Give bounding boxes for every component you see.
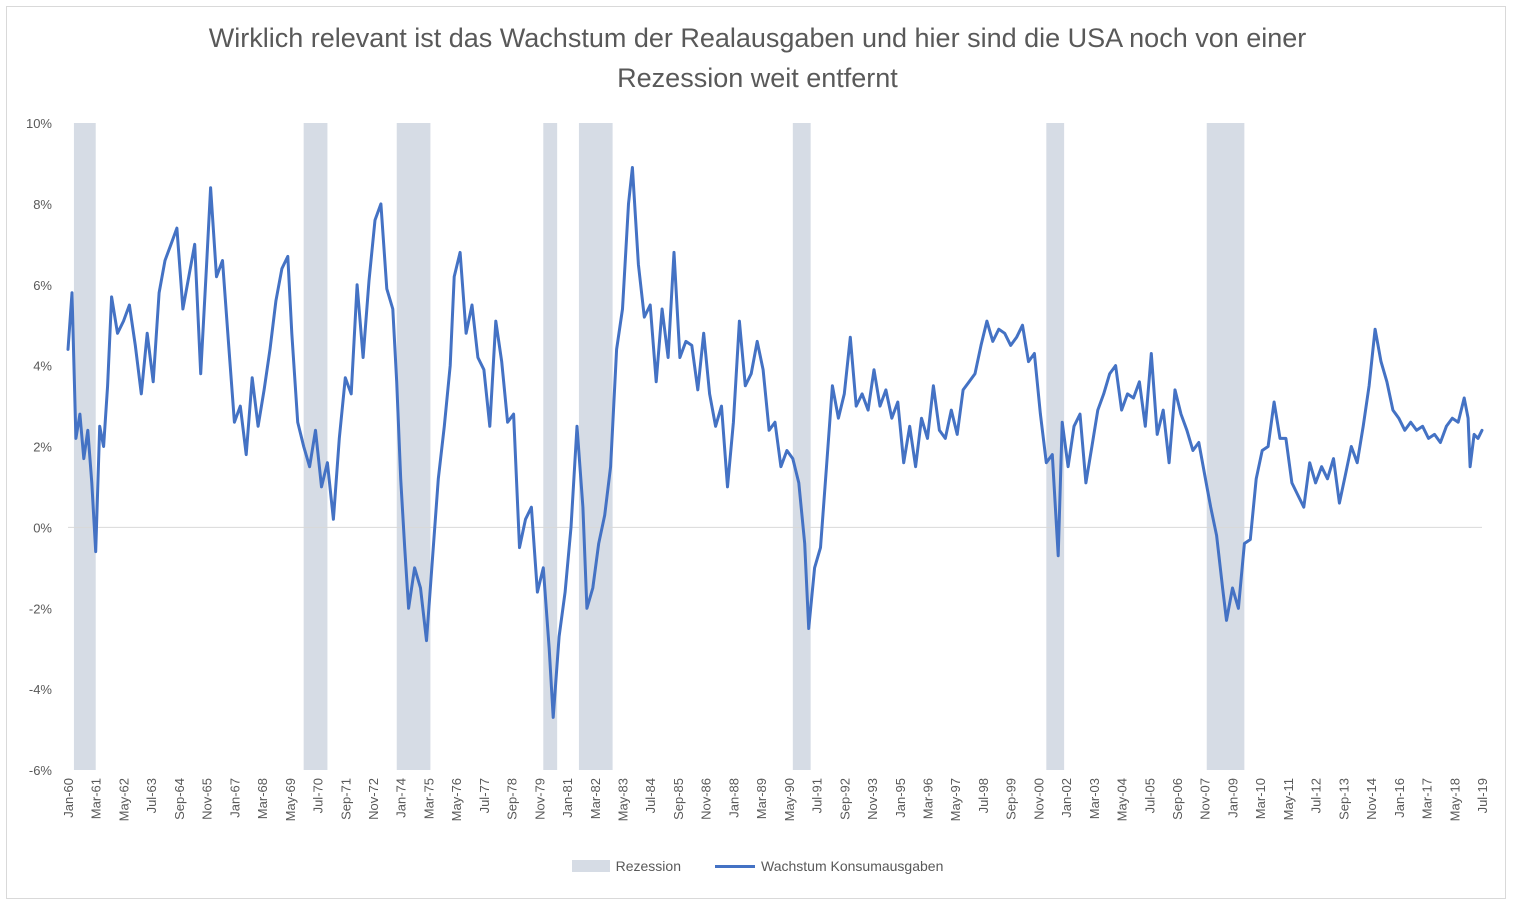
recession-band: [578, 123, 613, 770]
x-tick-label: May-97: [948, 778, 963, 821]
x-tick-label: Mar-75: [421, 778, 436, 819]
x-tick-label: Jan-16: [1392, 778, 1407, 818]
x-tick-label: Jul-98: [976, 778, 991, 813]
x-tick-label: May-18: [1447, 778, 1462, 821]
x-tick-label: Sep-99: [1004, 778, 1019, 820]
x-tick-label: Jan-09: [1225, 778, 1240, 818]
x-tick-label: Jan-02: [1059, 778, 1074, 818]
x-tick-label: May-69: [283, 778, 298, 821]
x-tick-label: Jul-05: [1142, 778, 1157, 813]
legend-swatch-consumption-growth: [715, 864, 755, 868]
x-tick-label: Nov-72: [366, 778, 381, 820]
x-tick-label: Nov-79: [532, 778, 547, 820]
x-tick-label: Jul-63: [144, 778, 159, 813]
x-tick-label: Jul-77: [477, 778, 492, 813]
x-tick-label: Mar-61: [89, 778, 104, 819]
x-tick-label: Jan-95: [893, 778, 908, 818]
x-tick-label: Nov-86: [699, 778, 714, 820]
x-tick-label: Mar-10: [1253, 778, 1268, 819]
x-tick-label: Mar-17: [1420, 778, 1435, 819]
recession-band: [1046, 123, 1065, 770]
x-tick-label: May-62: [116, 778, 131, 821]
x-tick-label: Mar-96: [920, 778, 935, 819]
x-tick-label: Sep-85: [671, 778, 686, 820]
x-tick-label: May-11: [1281, 778, 1296, 820]
chart-title-line-1: Wirklich relevant ist das Wachstum der R…: [208, 23, 1307, 53]
x-tick-label: Nov-00: [1031, 778, 1046, 820]
x-tick-label: Nov-93: [865, 778, 880, 820]
x-tick-label: Jan-67: [227, 778, 242, 818]
x-tick-label: Jul-70: [311, 778, 326, 813]
x-tick-label: Sep-71: [338, 778, 353, 820]
x-tick-label: Jan-81: [560, 778, 575, 818]
x-tick-label: Jul-91: [810, 778, 825, 813]
legend-label-recession: Rezession: [615, 858, 681, 874]
y-tick-label: -6%: [29, 763, 53, 778]
recession-band: [303, 123, 328, 770]
x-tick-label: Jan-88: [726, 778, 741, 818]
x-tick-label: May-90: [782, 778, 797, 821]
legend-swatch-recession: [571, 860, 610, 872]
legend-item-consumption-growth: Wachstum Konsumausgaben: [715, 858, 943, 874]
x-tick-label: Mar-03: [1087, 778, 1102, 819]
x-tick-label: Jul-84: [643, 778, 658, 813]
chart-legend: Rezession Wachstum Konsumausgaben: [0, 858, 1515, 874]
x-tick-label: Nov-14: [1364, 778, 1379, 820]
x-tick-label: May-76: [449, 778, 464, 821]
x-tick-label: May-83: [616, 778, 631, 821]
x-tick-label: Sep-06: [1170, 778, 1185, 820]
legend-label-consumption-growth: Wachstum Konsumausgaben: [761, 858, 944, 874]
x-tick-label: Jan-60: [61, 778, 76, 818]
x-tick-label: Mar-68: [255, 778, 270, 819]
recession-band: [396, 123, 431, 770]
chart-title-line-2: Rezession weit entfernt: [617, 63, 898, 93]
y-tick-label: -4%: [29, 682, 53, 697]
x-tick-label: Jan-74: [394, 778, 409, 818]
series-line-consumption-growth: [66, 166, 1484, 719]
x-tick-label: Sep-78: [505, 778, 520, 820]
recession-band: [792, 123, 811, 770]
x-tick-label: Nov-07: [1198, 778, 1213, 820]
x-tick-label: May-04: [1115, 778, 1130, 821]
y-tick-label: 6%: [33, 278, 52, 293]
x-tick-label: Sep-92: [837, 778, 852, 820]
chart-frame: [6, 6, 1506, 899]
recession-band: [1206, 123, 1245, 770]
y-tick-label: 10%: [26, 116, 52, 131]
x-tick-label: Nov-65: [200, 778, 215, 820]
y-tick-label: 0%: [33, 520, 52, 535]
chart-title: Wirklich relevant ist das Wachstum der R…: [0, 18, 1515, 98]
x-tick-label: Sep-64: [172, 778, 187, 820]
y-tick-label: 2%: [33, 440, 52, 455]
y-tick-label: 4%: [33, 359, 52, 374]
y-tick-label: 8%: [33, 197, 52, 212]
x-tick-label: Mar-82: [588, 778, 603, 819]
x-tick-label: Jul-12: [1309, 778, 1324, 813]
x-tick-label: Sep-13: [1336, 778, 1351, 820]
x-tick-label: Jul-19: [1475, 778, 1490, 813]
x-tick-label: Mar-89: [754, 778, 769, 819]
y-tick-label: -2%: [29, 601, 53, 616]
legend-item-recession: Rezession: [571, 858, 681, 874]
